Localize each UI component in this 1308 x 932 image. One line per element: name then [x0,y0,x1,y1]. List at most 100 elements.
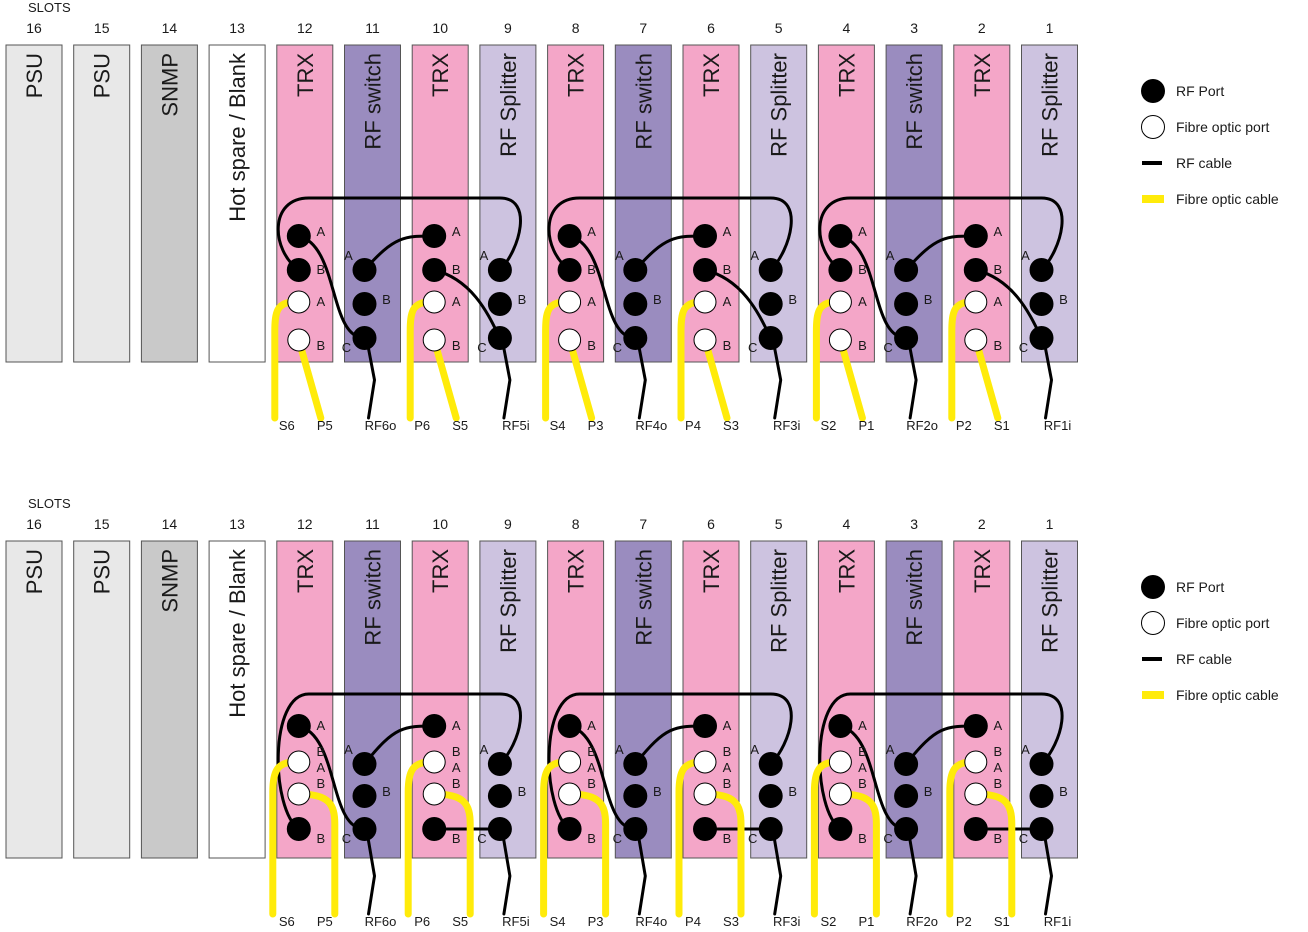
port-letter: C [477,340,486,355]
rf-port-icon [487,258,512,282]
port-letter: B [723,831,732,846]
rf-cable [276,692,522,831]
connection-label: RF3i [773,418,801,433]
slot-number: 7 [639,20,647,36]
fibre-optic-port-icon [693,782,717,806]
rf-port-icon [894,817,919,841]
fibre-optic-cable [701,336,731,422]
slot-label: TRX [293,53,318,97]
rf-port-icon [828,817,853,841]
slot-label: PSU [22,53,47,98]
slot-number: 8 [572,20,580,36]
port-letter: A [316,718,325,733]
rf-cable [276,196,522,272]
rf-port-icon [828,224,853,248]
slot-number: 5 [775,516,783,532]
legend-label: RF cable [1176,651,1233,667]
slot-number: 2 [978,20,986,36]
port-letter: C [748,831,757,846]
rf-port-icon [693,258,717,282]
fibre-optic-port-icon [828,328,852,352]
slot-label: RF switch [902,549,927,646]
connection-label: P3 [588,914,604,929]
rf-port-icon [623,784,648,808]
port-letter: B [518,784,527,799]
connection-label: P4 [685,418,701,433]
port-letter: A [858,760,867,775]
rf-port-icon [422,714,447,738]
rf-port-icon [1029,326,1054,350]
rf-port-icon [758,292,783,316]
port-letter: A [587,760,596,775]
rf-port-icon [286,224,311,248]
port-letter: A [452,718,461,733]
fibre-optic-port-icon [558,782,582,806]
legend-item: RF Port [1140,76,1224,106]
port-letter: A [452,294,461,309]
connection-label: RF6o [365,914,397,929]
port-letter: B [1059,784,1068,799]
port-letter: B [452,744,461,759]
port-letter: B [858,338,867,353]
rf-port-icon [758,784,783,808]
port-letter: A [316,760,325,775]
rf-port-icon [352,258,377,282]
port-letter: A [858,294,867,309]
connection-label: RF4o [635,418,667,433]
port-letter: B [723,776,732,791]
port-letter: B [452,262,461,277]
slot-label: RF Splitter [496,53,521,157]
slot-rf_splitter-card [750,540,808,859]
legend-label: Fibre optic port [1176,119,1270,135]
fibre-optic-port-icon [693,290,717,314]
connection-label: RF1i [1044,914,1072,929]
slot-label: TRX [428,53,453,97]
slot-psu-card [5,540,63,859]
rf-port-icon [894,752,919,776]
port-letter: A [452,760,461,775]
rf-port-icon [894,784,919,808]
fibre-optic-port-icon [422,328,446,352]
fibre-optic-port-icon [558,328,582,352]
slot-trx-card [411,540,469,859]
port-letter: A [993,718,1002,733]
port-letter: A [723,760,732,775]
rf-cable [635,336,647,420]
legend-item: RF cable [1140,644,1232,674]
port-letter: A [452,224,461,239]
slot-label: TRX [564,53,589,97]
slot-trx-card [953,540,1011,859]
port-letter: B [858,262,867,277]
port-letter: B [993,831,1002,846]
fibre-optic-port-icon [422,782,446,806]
slot-label: RF Splitter [496,549,521,653]
connection-label: S5 [452,418,468,433]
port-letter: A [344,248,353,263]
fibre-optic-cable-icon [1140,682,1166,708]
slot-blank-card [208,540,266,859]
fibre-optic-port-icon [287,782,311,806]
slot-number: 15 [94,516,110,532]
slot-label: SNMP [157,53,182,117]
port-letter: C [613,340,622,355]
slot-label: PSU [90,549,115,594]
rf-port-icon [1029,784,1054,808]
port-letter: B [653,784,662,799]
fibre-optic-port-icon [287,290,311,314]
fibre-optic-port-icon [1140,114,1166,140]
rf-port-icon [422,817,447,841]
port-letter: C [1019,831,1028,846]
connection-label: P5 [317,914,333,929]
fibre-optic-port-icon [964,290,988,314]
rf-port-icon [1029,258,1054,282]
port-letter: B [723,338,732,353]
port-letter: B [316,831,325,846]
slot-rf_switch-card [885,540,943,859]
rf-cable [906,336,918,420]
rf-cable [818,196,1064,272]
slot-number: 10 [432,20,448,36]
connection-label: S3 [723,914,739,929]
port-letter: B [452,338,461,353]
slot-number: 13 [229,516,245,532]
slot-number: 3 [910,516,918,532]
